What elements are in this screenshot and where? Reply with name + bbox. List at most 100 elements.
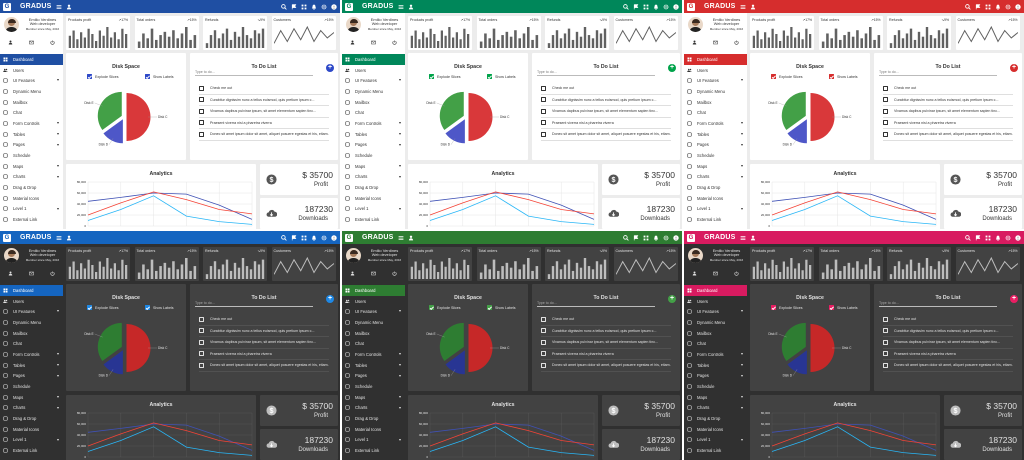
mail-icon[interactable]	[713, 40, 718, 45]
mail-icon[interactable]	[29, 40, 34, 45]
add-todo-button[interactable]: +	[326, 295, 334, 303]
sidebar-item-tables[interactable]: Tables	[0, 129, 63, 140]
bell-icon[interactable]	[653, 4, 659, 10]
sidebar-item-chat[interactable]: Chat	[0, 107, 63, 118]
sidebar-item-form-controls[interactable]: Form Controls	[684, 349, 747, 360]
sidebar-item-schedule[interactable]: Schedule	[0, 381, 63, 392]
sidebar-item-external-link[interactable]: External Link	[342, 445, 405, 456]
sidebar-item-charts[interactable]: Charts	[342, 403, 405, 414]
sidebar-item-material-icons[interactable]: Material Icons	[342, 193, 405, 204]
sidebar-item-dynamic-menu[interactable]: Dynamic Menu	[342, 317, 405, 328]
todo-item[interactable]: Curabitur dignissim nunc a tellus euismo…	[199, 326, 329, 337]
add-todo-button[interactable]: +	[668, 64, 676, 72]
avatar[interactable]	[688, 248, 703, 263]
power-icon[interactable]	[50, 40, 55, 45]
todo-item[interactable]: Vivamus dapibus pulvinar ipsum, sit amet…	[541, 337, 671, 349]
sidebar-item-pages[interactable]: Pages	[0, 371, 63, 382]
apps-icon[interactable]	[301, 4, 307, 10]
todo-item[interactable]: Check me out	[883, 83, 1013, 95]
avatar[interactable]	[346, 17, 361, 32]
todo-checkbox[interactable]	[541, 351, 546, 357]
todo-checkbox[interactable]	[199, 85, 204, 91]
sidebar-item-external-link[interactable]: External Link	[0, 214, 63, 225]
todo-input[interactable]: Type to do...	[537, 299, 655, 307]
sidebar-item-dashboard[interactable]: Dashboard	[342, 54, 405, 65]
todo-checkbox[interactable]	[883, 351, 888, 357]
power-icon[interactable]	[50, 271, 55, 276]
search-icon[interactable]	[623, 3, 629, 10]
sidebar-item-form-controls[interactable]: Form Controls	[684, 118, 747, 129]
logo[interactable]: G	[3, 2, 11, 11]
settings-icon[interactable]	[321, 235, 327, 241]
person-icon[interactable]	[408, 235, 414, 241]
settings-icon[interactable]	[321, 4, 327, 10]
sidebar-item-users[interactable]: Users	[684, 65, 747, 76]
sidebar-item-drag-drop[interactable]: Drag & Drop	[0, 182, 63, 193]
todo-item[interactable]: Vivamus dapibus pulvinar ipsum, sit amet…	[199, 337, 329, 349]
settings-icon[interactable]	[1005, 4, 1011, 10]
power-icon[interactable]	[392, 271, 397, 276]
sidebar-item-pages[interactable]: Pages	[684, 140, 747, 151]
todo-checkbox[interactable]	[541, 362, 546, 368]
pie-slice[interactable]	[445, 119, 465, 144]
mail-icon[interactable]	[371, 40, 376, 45]
pie-slice[interactable]	[103, 350, 123, 375]
menu-icon[interactable]	[398, 235, 404, 241]
person-icon[interactable]	[8, 40, 13, 45]
mail-icon[interactable]	[29, 271, 34, 276]
pie-slice[interactable]	[781, 322, 806, 361]
sidebar-item-tables[interactable]: Tables	[0, 360, 63, 371]
show-labels-checkbox[interactable]: Show Labels	[145, 305, 174, 310]
mail-icon[interactable]	[713, 271, 718, 276]
bell-icon[interactable]	[995, 4, 1001, 10]
person-icon[interactable]	[350, 271, 355, 276]
pie-slice[interactable]	[781, 91, 806, 130]
todo-checkbox[interactable]	[199, 316, 204, 322]
todo-item[interactable]: Curabitur dignissim nunc a tellus euismo…	[883, 326, 1013, 337]
todo-item[interactable]: Check me out	[541, 314, 671, 326]
todo-item[interactable]: Praesent viverra nisl a pharetra viverra	[883, 118, 1013, 129]
todo-item[interactable]: Donec sit amet ipsum dolor sit amet, ali…	[199, 360, 329, 372]
sidebar-item-dynamic-menu[interactable]: Dynamic Menu	[342, 86, 405, 97]
bell-icon[interactable]	[995, 235, 1001, 241]
menu-icon[interactable]	[740, 235, 746, 241]
todo-item[interactable]: Vivamus dapibus pulvinar ipsum, sit amet…	[199, 106, 329, 118]
todo-checkbox[interactable]	[541, 339, 546, 345]
apps-icon[interactable]	[643, 4, 649, 10]
sidebar-item-maps[interactable]: Maps	[0, 161, 63, 172]
sidebar-item-level-1[interactable]: Level 1	[342, 435, 405, 446]
todo-checkbox[interactable]	[199, 328, 204, 334]
sidebar-item-chat[interactable]: Chat	[342, 107, 405, 118]
sidebar-item-users[interactable]: Users	[684, 296, 747, 307]
person-icon[interactable]	[408, 4, 414, 10]
sidebar-item-pages[interactable]: Pages	[342, 140, 405, 151]
pie-slice[interactable]	[787, 350, 807, 375]
sidebar-item-ui-features[interactable]: UI Features	[342, 75, 405, 86]
sidebar-item-ui-features[interactable]: UI Features	[684, 306, 747, 317]
power-icon[interactable]	[392, 40, 397, 45]
sidebar-item-users[interactable]: Users	[342, 65, 405, 76]
apps-icon[interactable]	[301, 235, 307, 241]
explode-slices-checkbox[interactable]: Explode Slices	[429, 74, 461, 79]
avatar[interactable]	[346, 248, 361, 263]
todo-item[interactable]: Praesent viverra nisl a pharetra viverra	[199, 349, 329, 360]
pie-slice[interactable]	[445, 350, 465, 375]
todo-checkbox[interactable]	[541, 108, 546, 114]
logo[interactable]: G	[345, 233, 353, 242]
todo-checkbox[interactable]	[541, 85, 546, 91]
todo-item[interactable]: Curabitur dignissim nunc a tellus euismo…	[883, 95, 1013, 106]
person-icon[interactable]	[750, 4, 756, 10]
apps-icon[interactable]	[985, 235, 991, 241]
flag-icon[interactable]	[975, 3, 981, 10]
todo-checkbox[interactable]	[883, 120, 888, 126]
todo-item[interactable]: Donec sit amet ipsum dolor sit amet, ali…	[883, 129, 1013, 141]
sidebar-item-material-icons[interactable]: Material Icons	[684, 424, 747, 435]
pie-slice[interactable]	[810, 93, 835, 141]
person-icon[interactable]	[750, 235, 756, 241]
pie-slice[interactable]	[97, 91, 122, 130]
todo-item[interactable]: Check me out	[883, 314, 1013, 326]
sidebar-item-chat[interactable]: Chat	[684, 107, 747, 118]
sidebar-item-dashboard[interactable]: Dashboard	[684, 54, 747, 65]
sidebar-item-tables[interactable]: Tables	[684, 129, 747, 140]
todo-checkbox[interactable]	[199, 131, 204, 137]
